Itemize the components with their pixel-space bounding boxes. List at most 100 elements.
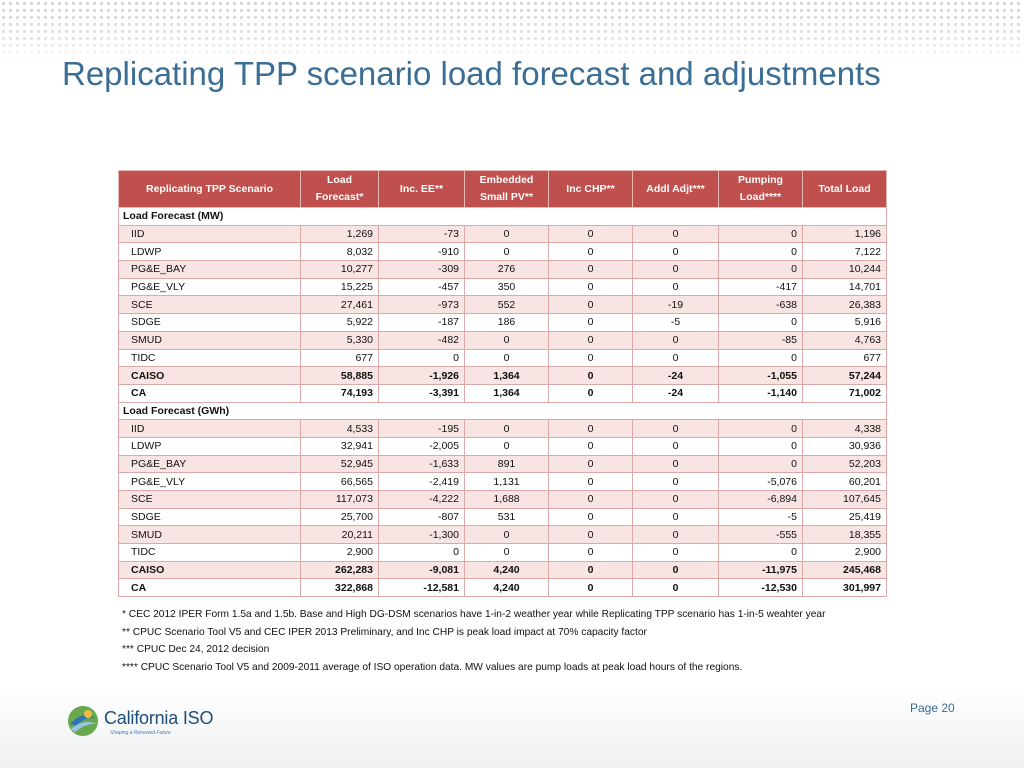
table-cell: 4,763 — [802, 330, 887, 350]
table-row: PG&E_BAY 52,945 -1,633 891 0 0 0 52,203 — [118, 454, 887, 474]
table-cell: 27,461 — [300, 295, 379, 315]
table-cell: 0 — [548, 525, 633, 545]
table-cell: -73 — [378, 224, 465, 244]
table-cell: 301,997 — [802, 578, 887, 598]
footnote: ** CPUC Scenario Tool V5 and CEC IPER 20… — [122, 626, 647, 638]
table-cell: -2,005 — [378, 436, 465, 456]
table-cell: 0 — [464, 330, 549, 350]
table-cell: 0 — [632, 578, 719, 598]
table-cell: -807 — [378, 507, 465, 527]
table-cell: 276 — [464, 260, 549, 279]
table-cell: 0 — [632, 224, 719, 244]
table-cell: -24 — [632, 366, 719, 385]
table-row: SMUD 20,211 -1,300 0 0 0 -555 18,355 — [118, 525, 887, 545]
column-header: Inc CHP** — [548, 170, 633, 208]
slide-title: Replicating TPP scenario load forecast a… — [62, 55, 881, 92]
table-cell: 0 — [632, 490, 719, 509]
table-cell: 186 — [464, 313, 549, 332]
table-cell: 7,122 — [802, 242, 887, 262]
table-cell: 0 — [718, 313, 803, 332]
row-label: PG&E_BAY — [118, 260, 301, 279]
row-label: IID — [118, 419, 301, 438]
table-cell: 10,277 — [300, 260, 379, 279]
table-cell: 15,225 — [300, 277, 379, 297]
table-row: SDGE 5,922 -187 186 0 -5 0 5,916 — [118, 313, 887, 332]
table-cell: 0 — [632, 277, 719, 297]
table-cell: 0 — [378, 543, 465, 562]
table-cell: 0 — [548, 436, 633, 456]
table-cell: -3,391 — [378, 383, 465, 403]
table-cell: 0 — [632, 472, 719, 491]
table-body: Load Forecast (MW) IID 1,269 -73 0 0 0 0 1,196 LD… — [118, 207, 887, 598]
table-cell: 262,283 — [300, 560, 379, 580]
table-cell: 0 — [548, 348, 633, 368]
table-cell: 0 — [632, 436, 719, 456]
table-cell: 350 — [464, 277, 549, 297]
table-cell: 0 — [464, 242, 549, 262]
table-cell: 25,419 — [802, 507, 887, 527]
table-cell: 2,900 — [300, 543, 379, 562]
table-cell: 5,922 — [300, 313, 379, 332]
table-cell: -187 — [378, 313, 465, 332]
table-cell: 60,201 — [802, 472, 887, 491]
table-header-row: Replicating TPP Scenario Load Forecast* In… — [118, 170, 887, 208]
table-cell: 10,244 — [802, 260, 887, 279]
table-row: CAISO 262,283 -9,081 4,240 0 0 -11,975 245,468 — [118, 560, 887, 580]
table-cell: 0 — [548, 366, 633, 385]
table-cell: 0 — [718, 543, 803, 562]
row-label: CA — [118, 383, 301, 403]
column-header: Inc. EE** — [378, 170, 465, 208]
table-row: PG&E_BAY 10,277 -309 276 0 0 0 10,244 — [118, 260, 887, 279]
load-forecast-table: Replicating TPP Scenario Load Forecast* In… — [118, 170, 887, 598]
logo-name: California ISO — [104, 708, 214, 728]
table-cell: -2,419 — [378, 472, 465, 491]
table-cell: -910 — [378, 242, 465, 262]
page-number: Page 20 — [910, 701, 955, 715]
table-cell: 0 — [548, 242, 633, 262]
table-cell: 4,533 — [300, 419, 379, 438]
table-cell: 0 — [464, 348, 549, 368]
table-cell: 71,002 — [802, 383, 887, 403]
row-label: TIDC — [118, 543, 301, 562]
table-cell: 0 — [718, 348, 803, 368]
table-row: LDWP 32,941 -2,005 0 0 0 0 30,936 — [118, 436, 887, 456]
table-cell: 0 — [548, 560, 633, 580]
table-cell: -1,140 — [718, 383, 803, 403]
table-cell: 0 — [548, 313, 633, 332]
column-header: Replicating TPP Scenario — [118, 170, 301, 208]
table-cell: 5,916 — [802, 313, 887, 332]
table-cell: -9,081 — [378, 560, 465, 580]
table-cell: 0 — [632, 330, 719, 350]
table-cell: 0 — [632, 454, 719, 474]
row-label: SCE — [118, 295, 301, 315]
table-cell: 0 — [464, 419, 549, 438]
column-header: Addl Adjt*** — [632, 170, 719, 208]
table-cell: 1,196 — [802, 224, 887, 244]
table-cell: -638 — [718, 295, 803, 315]
table-row: SCE 27,461 -973 552 0 -19 -638 26,383 — [118, 295, 887, 315]
row-label: CA — [118, 578, 301, 598]
table-cell: 891 — [464, 454, 549, 474]
table-cell: -417 — [718, 277, 803, 297]
table-row: CA 322,868 -12,581 4,240 0 0 -12,530 301,997 — [118, 578, 887, 598]
table-cell: 0 — [632, 419, 719, 438]
table-cell: -85 — [718, 330, 803, 350]
column-header: Total Load — [802, 170, 887, 208]
table-cell: 0 — [718, 436, 803, 456]
table-cell: 531 — [464, 507, 549, 527]
table-cell: 0 — [718, 242, 803, 262]
table-cell: 8,032 — [300, 242, 379, 262]
table-container: Replicating TPP Scenario Load Forecast* In… — [118, 170, 887, 598]
table-row: SDGE 25,700 -807 531 0 0 -5 25,419 — [118, 507, 887, 527]
table-cell: 4,240 — [464, 578, 549, 598]
row-label: SMUD — [118, 330, 301, 350]
table-cell: 0 — [548, 224, 633, 244]
table-cell: 677 — [802, 348, 887, 368]
row-label: PG&E_BAY — [118, 454, 301, 474]
table-cell: -457 — [378, 277, 465, 297]
footnote: *** CPUC Dec 24, 2012 decision — [122, 644, 270, 655]
table-cell: 18,355 — [802, 525, 887, 545]
table-cell: 0 — [548, 383, 633, 403]
table-cell: 117,073 — [300, 490, 379, 509]
table-row: TIDC 677 0 0 0 0 0 677 — [118, 348, 887, 368]
